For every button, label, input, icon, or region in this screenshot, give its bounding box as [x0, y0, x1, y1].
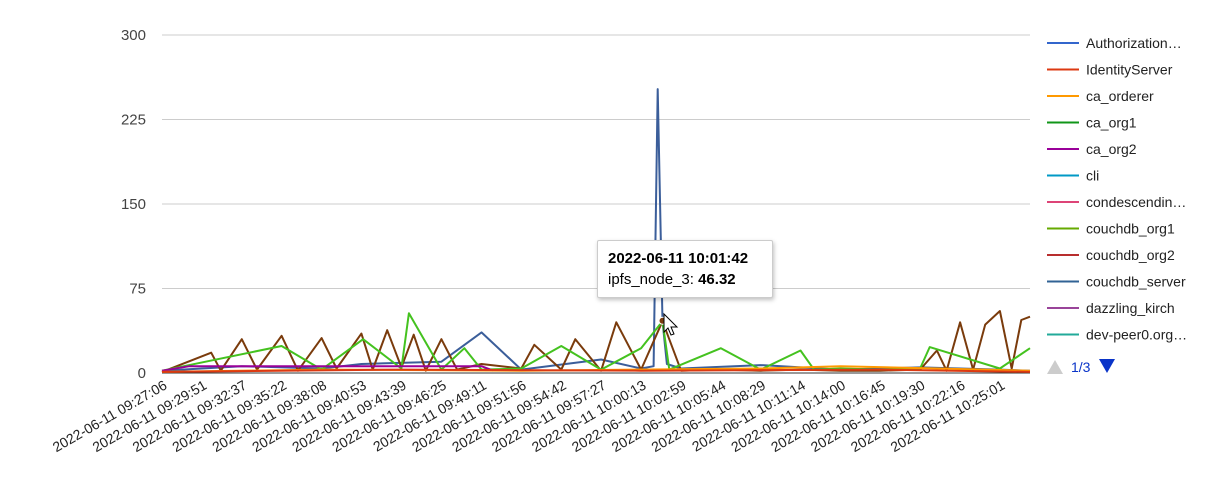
series-line-ipfs_node_3[interactable]: [161, 310, 1031, 373]
tooltip-sep: :: [689, 271, 699, 288]
legend-label: IdentityServer: [1086, 62, 1173, 78]
legend-item[interactable]: Authorization…: [1047, 35, 1182, 51]
legend-label: couchdb_org1: [1086, 221, 1175, 237]
legend-item[interactable]: couchdb_org1: [1047, 221, 1175, 237]
tooltip-value: 46.32: [698, 271, 736, 288]
legend-item[interactable]: ca_orderer: [1047, 88, 1154, 104]
tooltip-series: ipfs_node_3: [608, 271, 690, 288]
pager-next-icon[interactable]: [1099, 359, 1115, 373]
tooltip-row: ipfs_node_3: 46.32: [608, 271, 772, 288]
tooltip-title: 2022-06-11 10:01:42: [608, 250, 749, 267]
mouse-cursor-icon: [663, 312, 679, 336]
legend-label: ca_orderer: [1086, 88, 1154, 104]
pager-label: 1/3: [1071, 359, 1091, 375]
legend-item[interactable]: ca_org2: [1047, 141, 1137, 157]
legend-label: cli: [1086, 168, 1099, 184]
legend-label: couchdb_org2: [1086, 247, 1175, 263]
legend-item[interactable]: condescendin…: [1047, 194, 1186, 210]
legend-label: couchdb_server: [1086, 274, 1186, 290]
y-tick-label: 300: [121, 27, 146, 44]
legend-label: ca_org1: [1086, 115, 1137, 131]
legend-item[interactable]: couchdb_server: [1047, 274, 1186, 290]
y-tick-label: 75: [129, 281, 146, 298]
series-line-IdentityServer[interactable]: [161, 368, 1031, 373]
y-tick-label: 0: [138, 365, 146, 382]
legend-label: dazzling_kirch: [1086, 300, 1175, 316]
legend-item[interactable]: ca_org1: [1047, 115, 1137, 131]
legend-label: Authorization…: [1086, 35, 1182, 51]
y-tick-label: 150: [121, 196, 146, 213]
pager-prev-icon[interactable]: [1047, 360, 1063, 374]
legend-item[interactable]: couchdb_org2: [1047, 247, 1175, 263]
legend-item[interactable]: dazzling_kirch: [1047, 300, 1175, 316]
series-line-ca_org2[interactable]: [161, 365, 494, 372]
legend-item[interactable]: cli: [1047, 168, 1099, 184]
legend-label: ca_org2: [1086, 141, 1137, 157]
series-line-couchdb_org1[interactable]: [161, 312, 1031, 372]
legend-item[interactable]: IdentityServer: [1047, 62, 1173, 78]
series-line-couchdb_server[interactable]: [161, 88, 1031, 372]
y-tick-label: 225: [121, 112, 146, 129]
tooltip: 2022-06-11 10:01:42 ipfs_node_3: 46.32: [597, 240, 773, 298]
legend-label: condescendin…: [1086, 194, 1186, 210]
legend-item[interactable]: dev-peer0.org…: [1047, 327, 1187, 343]
legend-label: dev-peer0.org…: [1086, 327, 1187, 343]
